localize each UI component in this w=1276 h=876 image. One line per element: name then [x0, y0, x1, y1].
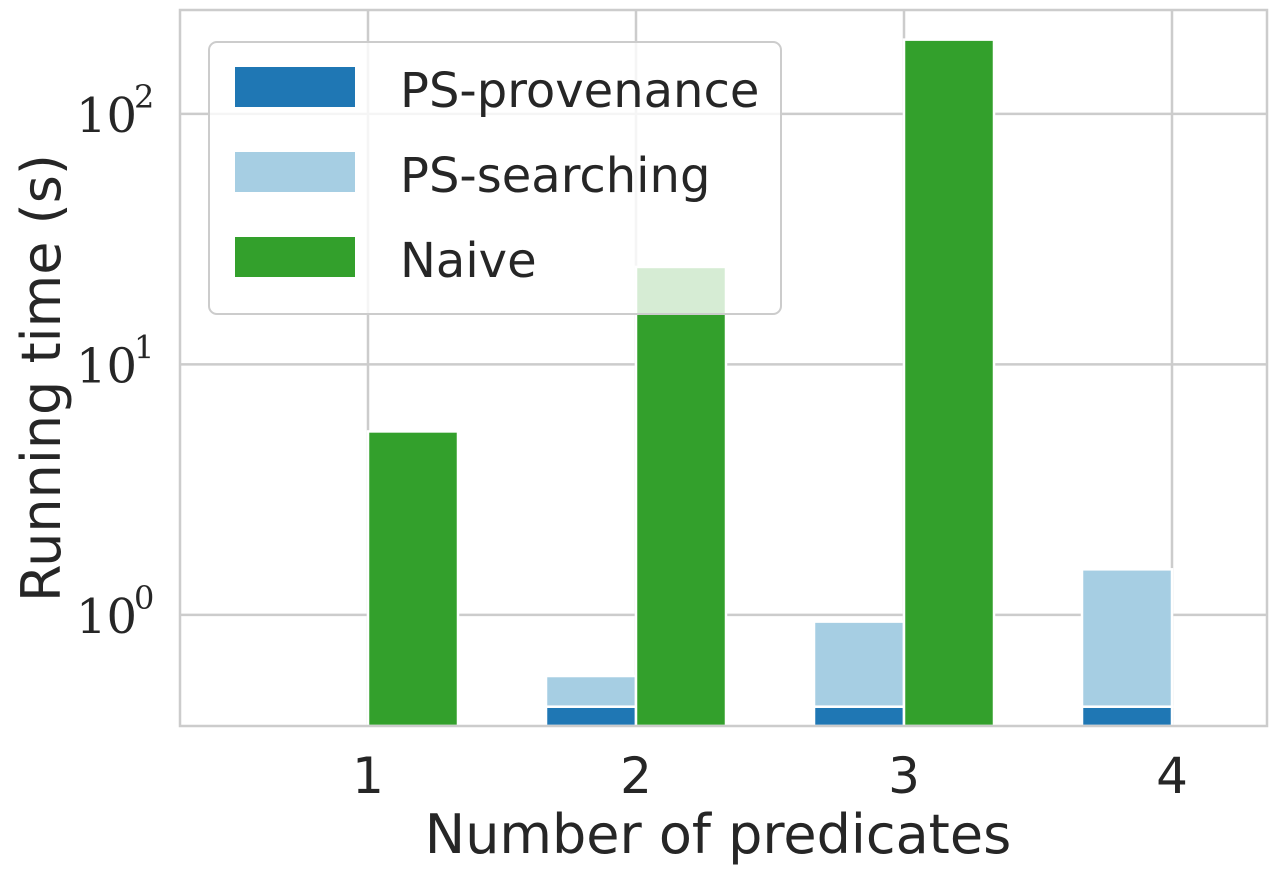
- legend: PS-provenance PS-searching Naive: [208, 41, 782, 315]
- y-tick-base: 10: [76, 88, 137, 144]
- y-axis-label: Running time (s): [10, 154, 73, 602]
- y-tick-exponent: 0: [134, 579, 154, 617]
- x-tick-label: 2: [620, 747, 652, 805]
- legend-swatch-ps-provenance: [235, 67, 355, 107]
- plot-frame: [178, 8, 1269, 728]
- bar-ps-provenance-4: [1080, 705, 1174, 728]
- legend-swatch-naive: [235, 237, 355, 277]
- y-tick-base: 10: [76, 338, 137, 394]
- bar-ps-searching-4: [1080, 568, 1174, 708]
- y-tick-label: 101: [76, 328, 154, 394]
- bar-ps-searching-2: [544, 674, 638, 708]
- x-tick-label: 4: [1156, 747, 1188, 805]
- y-tick-label: 100: [76, 579, 154, 645]
- bar-ps-provenance-3: [812, 705, 906, 728]
- legend-label-naive: Naive: [400, 233, 537, 289]
- y-tick-label: 102: [76, 78, 154, 144]
- x-tick-label: 1: [352, 747, 384, 805]
- bar-naive-3: [902, 38, 996, 728]
- y-tick-exponent: 2: [134, 78, 154, 116]
- x-tick-label: 3: [888, 747, 920, 805]
- x-axis-label: Number of predicates: [425, 803, 1011, 866]
- bar-naive-1: [366, 430, 460, 728]
- x-tick-labels: 1 2 3 4: [352, 747, 1188, 805]
- bar-ps-searching-3: [812, 620, 906, 708]
- legend-swatch-ps-searching: [235, 152, 355, 192]
- bar-ps-provenance-2: [544, 705, 638, 728]
- y-tick-exponent: 1: [134, 328, 154, 366]
- legend-label-ps-searching: PS-searching: [400, 148, 710, 204]
- legend-label-ps-provenance: PS-provenance: [400, 63, 759, 119]
- y-tick-base: 10: [76, 589, 137, 645]
- bar-naive-2: [634, 265, 728, 728]
